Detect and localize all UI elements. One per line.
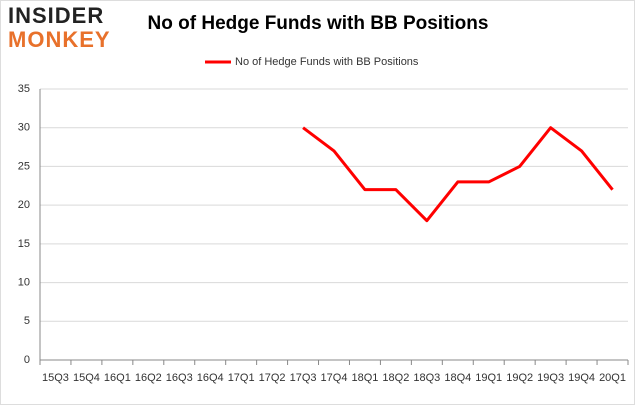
x-tick-label: 19Q1 — [475, 372, 502, 384]
data-line — [302, 126, 614, 223]
x-tick-label: 20Q1 — [599, 372, 626, 384]
x-tick-label: 15Q4 — [73, 372, 100, 384]
y-tick-label: 10 — [18, 276, 30, 288]
y-tick-label: 35 — [18, 83, 30, 95]
x-tick-label: 19Q3 — [537, 372, 564, 384]
legend-label: No of Hedge Funds with BB Positions — [235, 56, 419, 68]
x-tick-label: 19Q2 — [506, 372, 533, 384]
chart-title: No of Hedge Funds with BB Positions — [148, 13, 489, 34]
x-tick-label: 17Q2 — [259, 372, 286, 384]
x-tick-label: 15Q3 — [42, 372, 69, 384]
x-tick-label: 16Q4 — [197, 372, 224, 384]
y-tick-label: 5 — [24, 315, 30, 327]
x-tick-label: 17Q1 — [228, 372, 255, 384]
y-tick-label: 15 — [18, 238, 30, 250]
y-tick-label: 20 — [18, 199, 30, 211]
y-tick-label: 0 — [24, 354, 30, 366]
x-tick-label: 19Q4 — [568, 372, 595, 384]
x-tick-label: 16Q1 — [104, 372, 131, 384]
logo-top: INSIDER — [8, 3, 104, 28]
logo-bottom: MONKEY — [8, 27, 111, 52]
x-tick-label: 16Q2 — [135, 372, 162, 384]
x-tick-label: 18Q4 — [444, 372, 471, 384]
y-tick-label: 30 — [18, 122, 30, 134]
x-tick-label: 18Q1 — [351, 372, 378, 384]
y-tick-label: 25 — [18, 160, 30, 172]
x-tick-label: 17Q3 — [290, 372, 317, 384]
x-tick-label: 18Q2 — [382, 372, 409, 384]
x-tick-label: 16Q3 — [166, 372, 193, 384]
x-tick-label: 17Q4 — [321, 372, 348, 384]
x-tick-label: 18Q3 — [413, 372, 440, 384]
